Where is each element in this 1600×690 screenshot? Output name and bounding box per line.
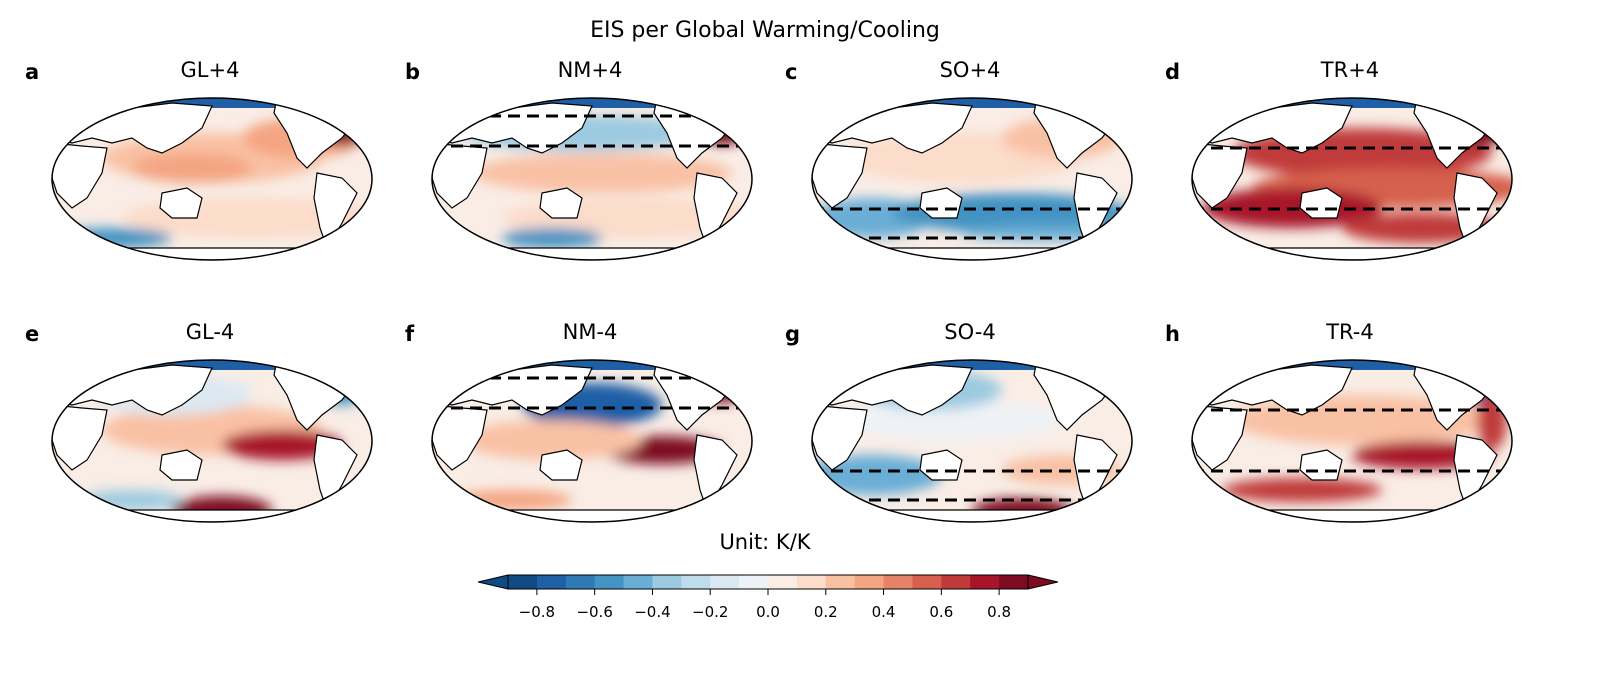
panel-title: SO+4 [939,58,1001,82]
map-border [51,359,373,523]
panel-label: h [1165,322,1180,346]
figure-title: EIS per Global Warming/Cooling [590,18,940,43]
colorbar-bin [652,575,682,589]
colorbar-tick-label: −0.6 [576,603,612,621]
anomaly-region [1222,478,1382,502]
map [51,97,373,261]
land-mass [432,509,752,522]
map-panel-h: h TR-4 [1165,320,1515,523]
panel-title: TR-4 [1326,320,1374,344]
anomaly-region [472,153,732,193]
colorbar-bin [883,575,913,589]
colorbar-bin [565,575,596,589]
colorbar-bin [536,575,567,589]
panel-title: SO-4 [944,320,996,344]
panel-label: d [1165,60,1181,84]
land-mass [539,449,583,481]
map [431,97,753,261]
colorbar-bin [854,575,885,589]
land-mass [812,509,1132,522]
map-panel-g: g SO-4 [785,320,1135,523]
panel-label: e [25,322,40,346]
panel-title: GL-4 [185,320,235,344]
map-border [1191,359,1513,523]
land-mass [52,142,108,209]
panel-title: TR+4 [1320,58,1380,82]
colorbar-bin [739,575,769,589]
anomaly-region [502,228,602,248]
map-panel-b: b NM+4 [405,58,755,261]
map [1191,97,1513,261]
anomaly-region [462,420,642,460]
map-border [811,97,1133,261]
map [811,97,1133,261]
colorbar-bin [825,575,856,589]
anomaly-region [52,228,172,248]
map-panel-e: e GL-4 [25,320,375,523]
land-mass [52,509,372,522]
land-mass [159,187,203,219]
panel-label: g [785,322,801,346]
colorbar-bin [681,575,711,589]
land-mass [812,404,868,471]
panel-label: a [25,60,40,84]
colorbar-bin [508,575,538,589]
map [811,359,1133,523]
map-panel-a: a GL+4 [25,58,375,261]
land-mass [1192,247,1512,260]
map-panel-c: c SO+4 [785,58,1135,261]
colorbar-tick-label: 0.0 [756,603,780,621]
panel-label: f [405,322,415,346]
map-border [1191,97,1513,261]
map-panel-f: f NM-4 [405,320,755,523]
panel-label: b [405,60,421,84]
anomaly-region [82,490,182,510]
colorbar-extend-high [1027,574,1058,590]
land-mass [539,187,583,219]
colorbar-bin [970,575,1000,589]
colorbar-bin [796,575,827,589]
colorbar-bin [623,575,653,589]
colorbar-tick-label: 0.4 [872,603,896,621]
colorbar-bin [594,575,625,589]
colorbar-bin [768,575,798,589]
panel-title: NM+4 [557,58,623,82]
colorbar: −0.8 −0.6 −0.4 −0.2 0.0 0.2 0.4 0.6 0.8 [478,574,1058,621]
anomaly-region [842,400,1062,440]
colorbar-tick-label: 0.8 [987,603,1011,621]
colorbar-bin [710,575,740,589]
anomaly-region [222,430,342,460]
map-border [431,97,753,261]
land-mass [432,247,752,260]
colorbar-bin [999,575,1029,589]
colorbar-tick-label: −0.4 [634,603,670,621]
colorbar-tick-label: 0.2 [814,603,838,621]
land-mass [812,142,868,209]
land-mass [1192,509,1512,522]
colorbar-extend-low [478,574,509,590]
colorbar-tick-label: −0.8 [519,603,555,621]
colorbar-tick-label: 0.6 [929,603,953,621]
land-mass [52,404,108,471]
map [1191,359,1513,523]
colorbar-bin [912,575,942,589]
colorbar-tick-label: −0.2 [692,603,728,621]
map-panel-d: d TR+4 [1165,58,1515,261]
panel-title: GL+4 [180,58,240,82]
map [51,359,373,523]
panel-title: NM-4 [562,320,618,344]
land-mass [812,247,1132,260]
land-mass [52,247,372,260]
anomaly-region [132,153,252,183]
map-border [811,359,1133,523]
map-border [51,97,373,261]
land-mass [159,449,203,481]
colorbar-bin [941,575,971,589]
map [431,359,753,523]
map-border [431,359,753,523]
panel-label: c [785,60,798,84]
colorbar-title: Unit: K/K [719,530,811,554]
